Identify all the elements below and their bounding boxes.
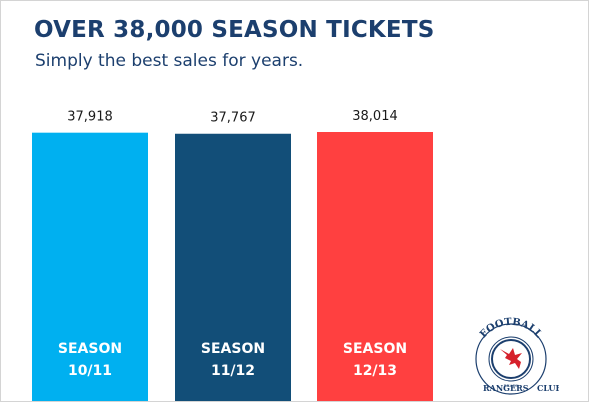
bar-label-3-line-2: 12/13	[353, 363, 397, 379]
bar-label-2-line-1: SEASON	[201, 341, 265, 357]
bar-2	[175, 133, 291, 401]
rangers-crest-icon: FOOTBALL RANGERS CLUB READY	[475, 317, 559, 395]
bar-label-1-line-1: SEASON	[58, 341, 122, 357]
bar-3	[317, 132, 433, 401]
bar-label-2-line-2: 11/12	[211, 363, 255, 379]
page-title: OVER 38,000 SEASON TICKETS	[34, 17, 435, 43]
page-subtitle: Simply the best sales for years.	[35, 51, 304, 71]
value-label-3: 38,014	[352, 109, 398, 124]
crest-lion-shape	[500, 348, 522, 369]
crest-text-left: RANGERS	[483, 383, 529, 393]
bar-label-1-line-2: 10/11	[68, 363, 112, 379]
value-label-1: 37,918	[67, 110, 113, 125]
value-label-2: 37,767	[210, 111, 256, 126]
bar-1	[32, 132, 148, 401]
crest-motto: READY	[504, 383, 519, 388]
bar-label-3-line-1: SEASON	[343, 341, 407, 357]
crest-text-right: CLUB	[537, 383, 559, 393]
